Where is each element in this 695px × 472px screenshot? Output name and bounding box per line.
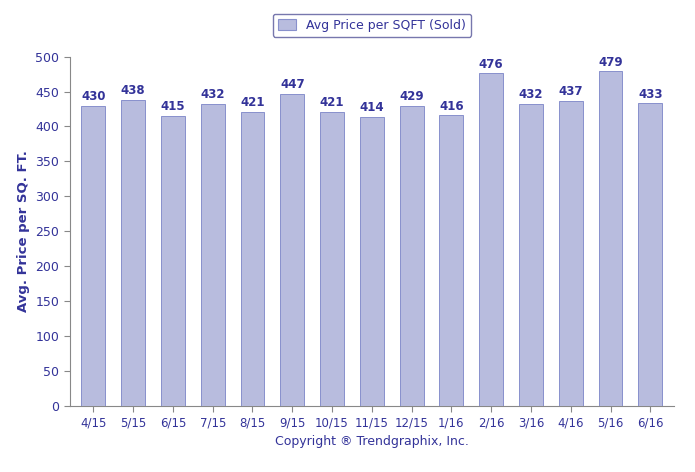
Bar	[400, 106, 423, 406]
Bar	[559, 101, 582, 406]
Bar	[439, 115, 464, 406]
Text: 447: 447	[280, 78, 304, 91]
Text: 416: 416	[439, 100, 464, 112]
Text: 476: 476	[479, 58, 503, 71]
Bar	[320, 112, 344, 406]
Bar	[480, 74, 503, 406]
Text: 433: 433	[638, 88, 662, 101]
Y-axis label: Avg. Price per SQ. FT.: Avg. Price per SQ. FT.	[17, 151, 29, 312]
Text: 415: 415	[161, 100, 186, 113]
Bar	[360, 117, 384, 406]
Text: 437: 437	[559, 85, 583, 98]
Text: 479: 479	[598, 56, 623, 68]
Bar	[201, 104, 224, 406]
Text: 438: 438	[121, 84, 145, 97]
Bar	[638, 103, 662, 406]
Bar	[240, 112, 264, 406]
Bar	[161, 116, 185, 406]
Bar	[280, 93, 304, 406]
Text: 432: 432	[518, 88, 543, 101]
Text: 421: 421	[320, 96, 344, 109]
Text: 429: 429	[400, 91, 424, 103]
Text: 430: 430	[81, 90, 106, 103]
Legend: Avg Price per SQFT (Sold): Avg Price per SQFT (Sold)	[272, 14, 471, 37]
Bar	[81, 106, 106, 406]
X-axis label: Copyright ® Trendgraphix, Inc.: Copyright ® Trendgraphix, Inc.	[275, 435, 468, 448]
Bar	[598, 71, 623, 406]
Text: 432: 432	[200, 88, 225, 101]
Text: 421: 421	[240, 96, 265, 109]
Bar	[519, 104, 543, 406]
Text: 414: 414	[359, 101, 384, 114]
Bar	[121, 100, 145, 406]
